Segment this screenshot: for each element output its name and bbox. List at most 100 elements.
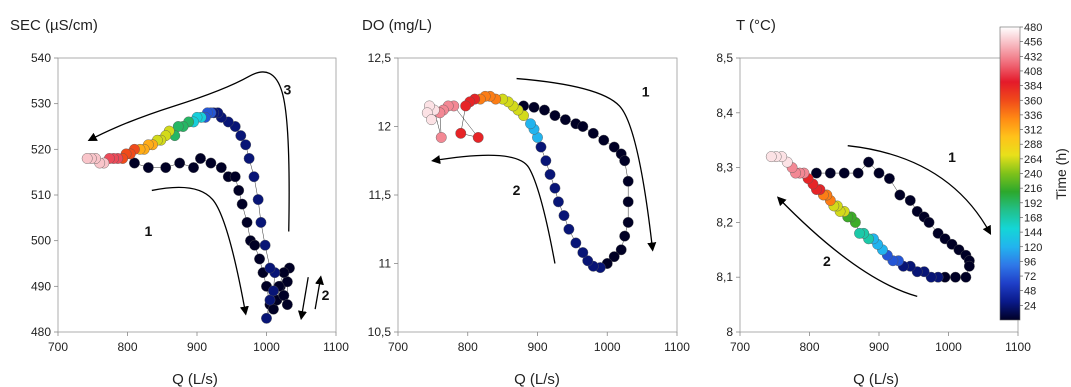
hysteresis-path <box>87 113 289 318</box>
y-tick-label: 12 <box>378 120 392 134</box>
data-point <box>254 254 264 264</box>
colorbar-tick-label: 312 <box>1024 125 1042 137</box>
data-point <box>234 185 244 195</box>
phase-label: 2 <box>322 287 330 303</box>
time-colorbar: Time (h) 2448729612014416819221624026428… <box>1000 22 1069 320</box>
data-point <box>553 197 563 207</box>
data-point <box>82 153 92 163</box>
data-point <box>961 272 971 282</box>
data-point <box>853 168 863 178</box>
data-point <box>619 156 629 166</box>
data-point <box>265 295 275 305</box>
data-point <box>550 183 560 193</box>
data-point <box>571 238 581 248</box>
data-point <box>143 162 153 172</box>
data-point <box>964 261 974 271</box>
data-point <box>216 162 226 172</box>
data-point <box>559 210 569 220</box>
data-point <box>188 162 198 172</box>
colorbar-tick-label: 432 <box>1024 51 1042 63</box>
colorbar-tick-label: 456 <box>1024 37 1042 49</box>
data-point <box>260 240 270 250</box>
y-tick-label: 8 <box>726 325 733 339</box>
y-tick-label: 8,5 <box>716 51 733 65</box>
data-point <box>206 158 216 168</box>
data-point <box>279 290 289 300</box>
data-point <box>623 197 633 207</box>
data-point <box>460 101 470 111</box>
x-tick-label: 700 <box>388 340 408 354</box>
data-point <box>619 231 629 241</box>
data-point <box>895 190 905 200</box>
data-point <box>541 156 551 166</box>
colorbar-tick-label: 480 <box>1024 22 1042 34</box>
colorbar-tick-label: 360 <box>1024 95 1042 107</box>
data-point <box>623 176 633 186</box>
data-point <box>766 151 776 161</box>
data-point <box>240 140 250 150</box>
data-point <box>174 158 184 168</box>
sec-panel: SEC (µS/cm) Q (L/s) 480 490 500 510 520 530 54… <box>10 17 349 387</box>
colorbar-tick-label: 48 <box>1024 286 1036 298</box>
data-point <box>536 142 546 152</box>
y-tick-label: 10,5 <box>368 325 392 339</box>
y-tick-label: 8,3 <box>716 161 733 175</box>
colorbar-gradient <box>1000 27 1020 320</box>
data-point <box>588 128 598 138</box>
y-tick-label: 8,2 <box>716 215 733 229</box>
data-point <box>599 135 609 145</box>
colorbar-tick-label: 288 <box>1024 139 1042 151</box>
temperature-panel: T (°C) Q (L/s) 8 8,1 8,2 8,3 8,4 8,5 700 800 900… <box>716 17 1031 387</box>
data-point <box>550 110 560 120</box>
y-tick-label: 520 <box>31 142 51 156</box>
colorbar-tick-label: 192 <box>1024 198 1042 210</box>
colorbar-tick-label: 72 <box>1024 271 1036 283</box>
trajectory-arrow <box>433 155 555 263</box>
phase-label: 1 <box>642 83 650 99</box>
x-tick-label: 1000 <box>594 340 621 354</box>
trajectory-arrow <box>301 277 308 318</box>
colorbar-tick-label: 240 <box>1024 169 1042 181</box>
data-point <box>249 172 259 182</box>
data-point <box>456 128 466 138</box>
y-tick-label: 490 <box>31 279 51 293</box>
plot-area <box>740 58 1018 332</box>
trajectory-arrow <box>152 187 246 313</box>
sec-y-axis-label: SEC (µS/cm) <box>10 17 98 34</box>
data-point <box>905 195 915 205</box>
colorbar-tick-label: 144 <box>1024 227 1042 239</box>
data-point <box>473 132 483 142</box>
data-point <box>854 228 864 238</box>
data-point <box>265 263 275 273</box>
do-y-axis-label: DO (mg/L) <box>362 17 432 34</box>
x-tick-label: 800 <box>117 340 137 354</box>
data-point <box>244 153 254 163</box>
colorbar-tick-label: 408 <box>1024 66 1042 78</box>
x-tick-label: 1100 <box>323 340 349 354</box>
data-point <box>230 172 240 182</box>
y-tick-label: 11,5 <box>369 188 392 202</box>
data-point <box>237 199 247 209</box>
data-point <box>623 217 633 227</box>
colorbar-tick-label: 168 <box>1024 212 1042 224</box>
colorbar-tick-label: 336 <box>1024 110 1042 122</box>
colorbar-label: Time (h) <box>1053 148 1069 200</box>
data-point <box>564 224 574 234</box>
data-point <box>578 247 588 257</box>
x-tick-label: 1000 <box>253 340 280 354</box>
x-tick-label: 700 <box>730 340 750 354</box>
x-tick-label: 1100 <box>664 340 690 354</box>
data-point <box>539 105 549 115</box>
data-point <box>545 169 555 179</box>
phase-label: 2 <box>513 182 521 198</box>
data-point <box>525 119 535 129</box>
data-point <box>249 240 259 250</box>
x-tick-label: 1000 <box>935 340 962 354</box>
x-tick-label: 900 <box>869 340 889 354</box>
data-point <box>253 194 263 204</box>
temperature-y-axis-label: T (°C) <box>736 17 776 34</box>
temperature-x-axis-label: Q (L/s) <box>853 371 899 387</box>
y-tick-label: 12,5 <box>368 51 392 65</box>
colorbar-tick-label: 384 <box>1024 81 1042 93</box>
